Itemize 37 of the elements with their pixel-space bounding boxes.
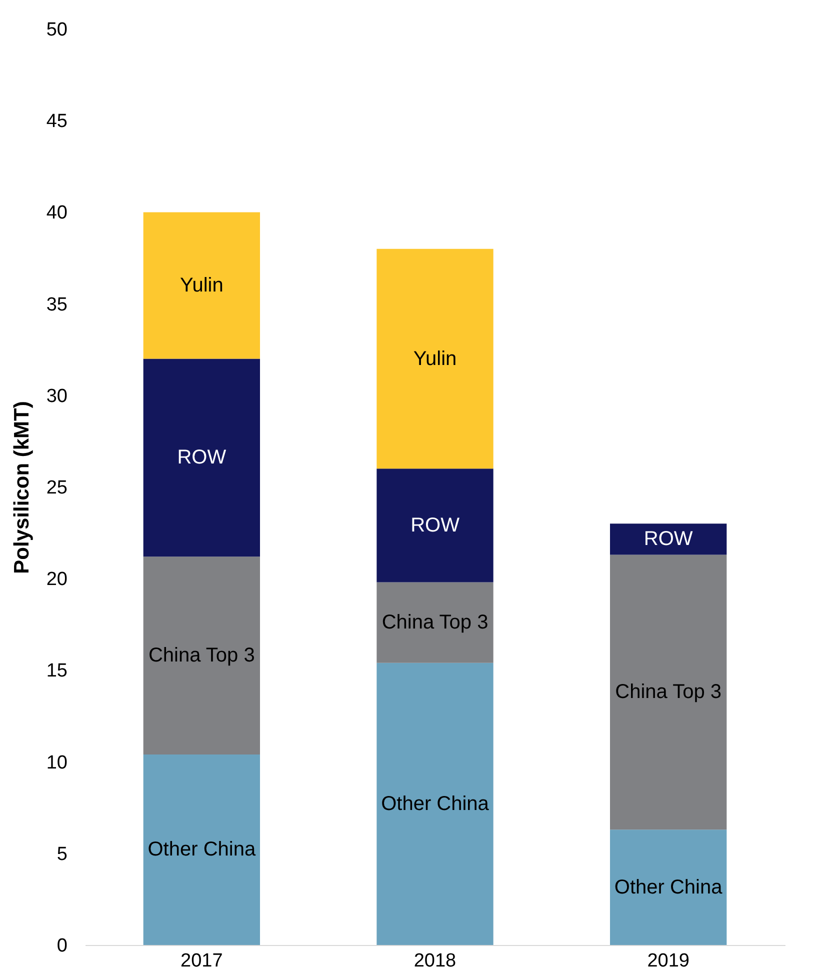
y-axis-title: Polysilicon (kMT) bbox=[10, 401, 34, 574]
bar bbox=[376, 248, 494, 469]
bar bbox=[376, 662, 494, 945]
series-label: China Top 3 bbox=[148, 644, 255, 667]
bar bbox=[143, 212, 260, 359]
bar bbox=[143, 754, 260, 945]
y-tick-label: 20 bbox=[46, 569, 68, 590]
text: China Top 3 bbox=[382, 612, 488, 634]
bar bbox=[376, 582, 494, 663]
bar bbox=[143, 358, 260, 557]
series-label: ROW bbox=[644, 528, 693, 550]
y-tick-label: 30 bbox=[46, 386, 68, 407]
text: ROW bbox=[410, 514, 460, 536]
text: Yulin bbox=[413, 348, 457, 370]
x-tick-label: 2019 bbox=[647, 950, 690, 972]
x-tick-label: 2017 bbox=[180, 950, 223, 972]
bar bbox=[610, 524, 727, 555]
y-tick-label: 25 bbox=[46, 478, 68, 498]
series-label: Other China bbox=[614, 876, 724, 898]
text: Other China bbox=[148, 838, 256, 861]
y-tick-label: 45 bbox=[46, 111, 68, 132]
bar bbox=[610, 554, 727, 830]
y-tick-label: 15 bbox=[46, 660, 68, 682]
bar bbox=[610, 830, 727, 945]
y-tick-label: 0 bbox=[56, 936, 68, 956]
text: ROW bbox=[177, 446, 226, 469]
y-tick-label: 10 bbox=[46, 752, 68, 774]
series-label: Yulin bbox=[180, 274, 224, 296]
y-tick-label: 35 bbox=[46, 294, 68, 316]
bar bbox=[376, 468, 494, 582]
x-tick-label: 2018 bbox=[414, 950, 456, 972]
text: China Top 3 bbox=[615, 681, 722, 704]
bar bbox=[143, 556, 260, 754]
y-tick-label: 50 bbox=[46, 20, 68, 40]
y-tick-label: 5 bbox=[56, 844, 68, 865]
y-tick-label: 40 bbox=[46, 202, 68, 224]
text: Other China bbox=[381, 792, 489, 815]
